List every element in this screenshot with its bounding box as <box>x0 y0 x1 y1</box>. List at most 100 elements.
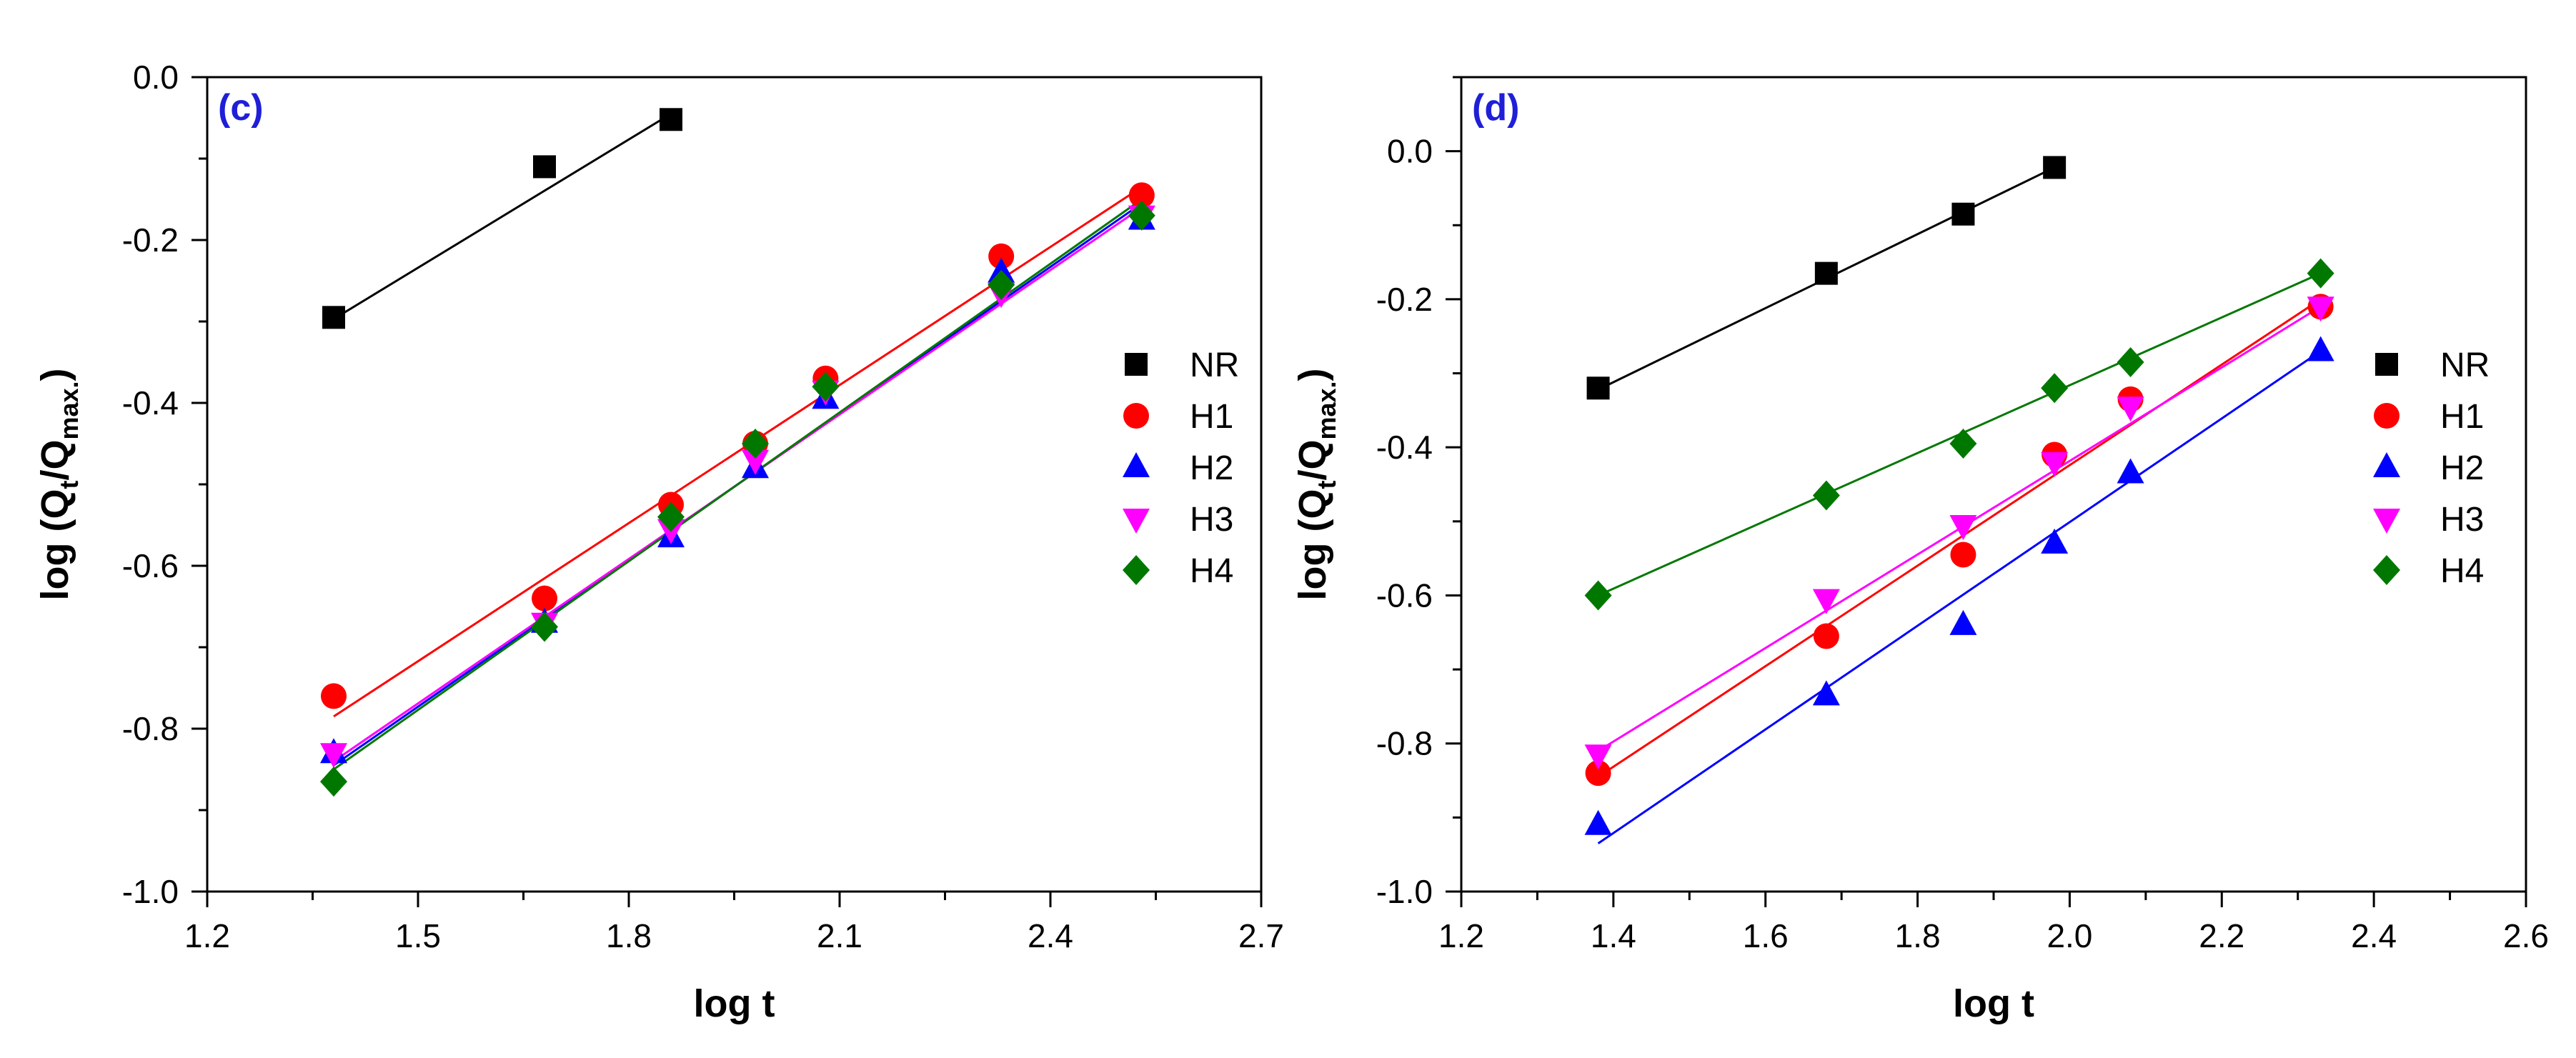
legend-marker-h3 <box>1123 509 1150 534</box>
y-tick-label: -0.4 <box>1376 429 1433 466</box>
plot-frame <box>1460 76 2527 893</box>
series-h1 <box>333 186 1143 718</box>
data-point-h4 <box>2307 258 2334 289</box>
data-point-h3 <box>320 743 347 769</box>
legend-label-h3: H3 <box>1190 501 1233 539</box>
legend-label-nr: NR <box>1190 346 1239 384</box>
legend-label-h2: H2 <box>2440 449 2484 487</box>
legend-label-h3: H3 <box>2440 501 2484 539</box>
x-tick-label: 1.8 <box>606 917 652 954</box>
points-nr <box>322 108 682 329</box>
points-h4 <box>320 200 1155 797</box>
data-point-h3 <box>2041 451 2069 477</box>
x-axis-title: log t <box>694 982 775 1025</box>
data-point-h4 <box>657 501 685 532</box>
legend-marker-h4 <box>1123 555 1150 585</box>
data-point-h3 <box>1584 744 1612 770</box>
y-tick-label: 0.0 <box>1387 133 1433 170</box>
plot-frame <box>206 76 1263 893</box>
legend-marker-h3 <box>2373 509 2400 534</box>
fit-line-nr <box>333 113 672 320</box>
x-axis-title: log t <box>1953 982 2034 1025</box>
data-point-h4 <box>1584 580 1612 611</box>
data-point-nr <box>322 306 345 329</box>
y-tick-label: -0.8 <box>122 710 179 747</box>
legend-label-nr: NR <box>2440 346 2490 384</box>
points-nr <box>1586 156 2067 400</box>
x-tick-label: 2.6 <box>2503 917 2549 954</box>
legend-label-h4: H4 <box>1190 552 1233 590</box>
data-point-nr <box>1951 202 1975 226</box>
x-tick-label: 2.4 <box>1028 917 1073 954</box>
legend-marker-nr <box>2375 353 2398 376</box>
panel-c: 1.2 1.5 1.8 2.1 2.4 2.7 0.0 -0.2 -0.4 -0.6 -0.8 -1.… <box>34 59 1284 1025</box>
legend-marker-h1 <box>2374 403 2400 429</box>
legend-marker-h4 <box>2373 555 2400 585</box>
data-point-h2 <box>1584 809 1612 835</box>
x-tick-label: 2.2 <box>2199 917 2244 954</box>
x-tick-label: 1.4 <box>1591 917 1636 954</box>
data-point-h2 <box>1812 680 1840 706</box>
data-point-nr <box>2043 156 2067 179</box>
data-point-h1 <box>321 683 347 709</box>
fit-line-h1 <box>1597 298 2322 778</box>
y-tick-label: -0.8 <box>1376 725 1433 762</box>
legend-label-h4: H4 <box>2440 552 2484 590</box>
legend: NR H1 H2 H3 H4 <box>2373 346 2490 590</box>
series-h1 <box>1597 298 2322 778</box>
x-tick-label: 1.2 <box>184 917 230 954</box>
data-point-h1 <box>1128 182 1155 209</box>
x-tick-label: 2.4 <box>2351 917 2397 954</box>
data-point-h4 <box>1812 480 1840 511</box>
panel-d: 1.2 1.4 1.6 1.8 2.0 2.2 2.4 2.6 0.0 -0.2 -0.4 -0.6 -… <box>1291 76 2549 1025</box>
y-tick-label: -0.2 <box>1376 281 1433 318</box>
fit-line-h1 <box>333 186 1143 718</box>
data-point-h4 <box>2041 373 2069 404</box>
x-tick-label: 2.0 <box>2047 917 2092 954</box>
data-point-nr <box>1586 376 1610 400</box>
data-point-h1 <box>1585 760 1611 787</box>
data-point-h3 <box>2117 396 2144 422</box>
y-tick-label: -0.6 <box>1376 577 1433 614</box>
fit-line-h4 <box>333 198 1143 771</box>
x-tick-label: 2.7 <box>1238 917 1284 954</box>
data-point-nr <box>533 155 556 179</box>
data-point-h4 <box>988 269 1015 300</box>
x-tick-label: 1.6 <box>1743 917 1789 954</box>
data-point-h2 <box>2117 458 2144 484</box>
data-point-h4 <box>531 612 558 642</box>
data-point-h1 <box>988 243 1015 269</box>
legend-marker-h1 <box>1123 403 1149 429</box>
legend-marker-h2 <box>2373 452 2400 477</box>
data-point-h3 <box>2307 296 2334 322</box>
x-tick-label: 1.2 <box>1438 917 1484 954</box>
points-h2 <box>1584 336 2334 835</box>
y-axis-title: log (Qt/Qmax.) <box>34 368 84 600</box>
data-point-h2 <box>2041 528 2069 554</box>
y-tick-label: -0.2 <box>122 221 179 259</box>
panel-label: (c) <box>218 87 264 129</box>
x-tick-label: 1.8 <box>1895 917 1941 954</box>
data-point-h4 <box>2117 347 2144 377</box>
y-axis-title: log (Qt/Qmax.) <box>1291 368 1341 600</box>
data-point-h3 <box>1812 589 1840 614</box>
data-point-nr <box>1814 261 1838 285</box>
legend-label-h1: H1 <box>1190 398 1233 436</box>
data-point-h1 <box>532 585 557 612</box>
y-tick-label: 0.0 <box>133 59 179 96</box>
y-tick-label: -0.6 <box>122 547 179 584</box>
legend-label-h1: H1 <box>2440 398 2484 436</box>
data-point-nr <box>660 108 682 131</box>
legend-marker-h2 <box>1123 452 1150 477</box>
data-point-h3 <box>1949 515 1977 540</box>
y-tick-label: -0.4 <box>122 384 179 421</box>
legend-marker-nr <box>1125 353 1148 376</box>
data-point-h4 <box>1949 429 1977 459</box>
data-point-h2 <box>1949 609 1977 635</box>
y-tick-label: -1.0 <box>1376 873 1433 910</box>
data-point-h4 <box>1128 200 1155 231</box>
series-h2 <box>1597 350 2322 844</box>
data-point-h2 <box>2307 336 2334 361</box>
legend: NR H1 H2 H3 H4 <box>1123 346 1239 590</box>
